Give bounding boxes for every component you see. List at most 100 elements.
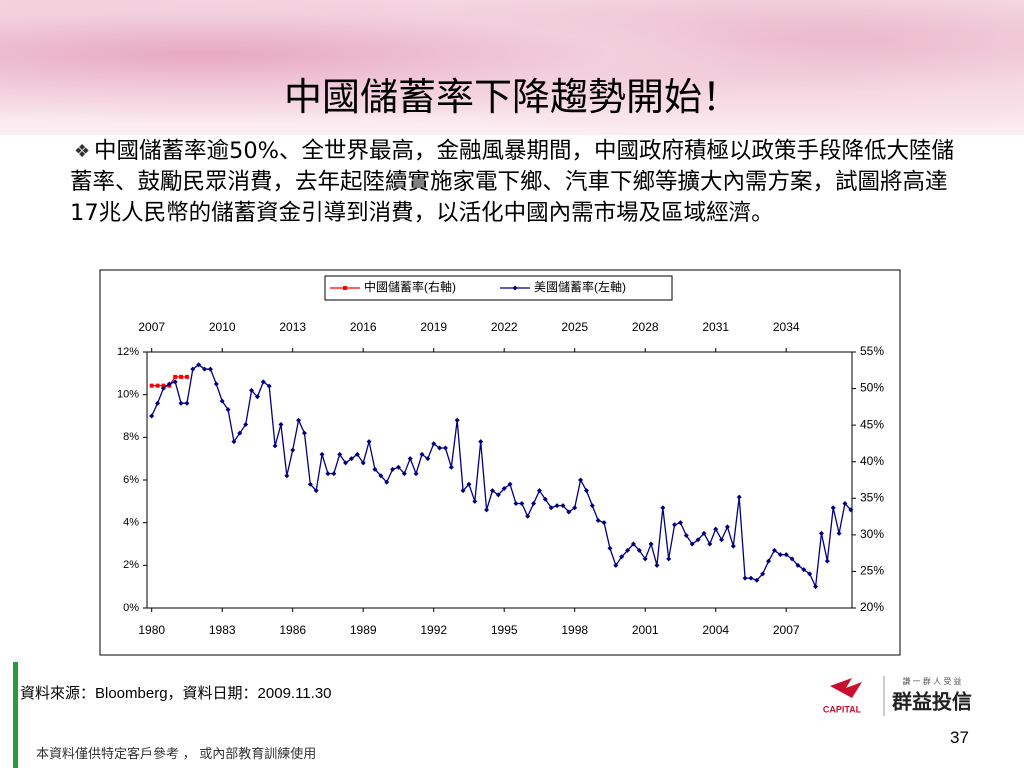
data-point [149, 383, 154, 388]
data-point [184, 374, 189, 379]
data-point [202, 366, 208, 372]
data-point [848, 507, 854, 513]
data-point [207, 366, 213, 372]
data-point [719, 537, 725, 543]
y-tick-label: 6% [123, 474, 139, 486]
x2-tick-label: 2025 [561, 320, 588, 334]
data-point [149, 413, 155, 419]
data-point [801, 567, 807, 573]
data-point [437, 445, 443, 451]
data-point [613, 562, 619, 568]
data-point [372, 466, 378, 472]
y2-tick-label: 25% [860, 564, 884, 578]
data-point [531, 500, 537, 506]
data-point [578, 477, 584, 483]
data-point [512, 285, 518, 291]
x-tick-label: 1992 [420, 623, 447, 637]
data-point [478, 439, 484, 445]
x2-tick-label: 2019 [420, 320, 447, 334]
x2-tick-label: 2031 [702, 320, 729, 334]
data-point [677, 520, 683, 526]
data-point [401, 471, 407, 477]
banner [0, 0, 1024, 135]
data-point [707, 541, 713, 547]
data-point [343, 460, 349, 466]
x-tick-label: 1980 [138, 623, 165, 637]
x2-tick-label: 2034 [773, 320, 800, 334]
body-text: 中國儲蓄率逾50%、全世界最高，金融風暴期間，中國政府積極以政策手段降低大陸儲蓄… [70, 138, 955, 226]
data-point [507, 481, 513, 487]
x-tick-label: 2007 [773, 623, 800, 637]
data-point [484, 507, 490, 513]
data-point [360, 460, 366, 466]
x-tick-label: 1983 [209, 623, 236, 637]
legend-label: 美國儲蓄率(左軸) [534, 279, 626, 294]
legend-box [324, 275, 673, 301]
data-point [595, 518, 601, 524]
data-point [325, 471, 331, 477]
data-point [290, 447, 296, 453]
data-point [760, 571, 766, 577]
data-point [683, 532, 689, 538]
data-point [607, 545, 613, 551]
data-point [266, 383, 272, 389]
data-point [695, 537, 701, 543]
data-point [296, 417, 302, 423]
y2-tick-label: 20% [860, 600, 884, 614]
data-point [390, 466, 396, 472]
data-point [519, 500, 525, 506]
data-point [795, 562, 801, 568]
data-point [766, 558, 772, 564]
page-number: 37 [950, 728, 969, 747]
data-point [818, 530, 824, 536]
logo-brand: CAPITAL [823, 704, 862, 714]
data-point [666, 556, 672, 562]
data-point [378, 473, 384, 479]
x2-tick-label: 2022 [491, 320, 518, 334]
data-point [213, 381, 219, 387]
x2-tick-label: 2010 [209, 320, 236, 334]
data-point [442, 445, 448, 451]
data-point [419, 451, 425, 457]
logo: CAPITAL 謙 一 群 人 受 益 群益投信 [823, 676, 972, 716]
data-point [460, 488, 466, 494]
data-point [648, 541, 654, 547]
y2-tick-label: 30% [860, 527, 884, 541]
data-point [748, 575, 754, 581]
data-point [384, 479, 390, 485]
data-point [190, 366, 196, 372]
y-tick-label: 0% [123, 602, 139, 614]
data-point [824, 558, 830, 564]
data-point [625, 547, 631, 553]
data-point [160, 385, 166, 391]
data-point [742, 575, 748, 581]
data-point [472, 498, 478, 504]
x2-tick-label: 2016 [350, 320, 377, 334]
data-point [513, 500, 519, 506]
data-point [395, 464, 401, 470]
data-point [589, 503, 595, 509]
data-point [166, 381, 172, 387]
data-point [713, 526, 719, 532]
y2-tick-label: 55% [860, 344, 884, 358]
data-point [630, 541, 636, 547]
y2-tick-label: 45% [860, 417, 884, 431]
data-point [173, 374, 178, 379]
x-tick-label: 2001 [632, 623, 659, 637]
data-point [161, 383, 166, 388]
data-point [560, 503, 566, 509]
data-point [237, 430, 243, 436]
data-point [337, 451, 343, 457]
data-point [184, 400, 190, 406]
legend-label: 中國儲蓄率(右軸) [364, 279, 456, 294]
data-point [260, 379, 266, 385]
data-point [724, 524, 730, 530]
y2-tick-label: 40% [860, 454, 884, 468]
data-point [660, 505, 666, 511]
data-point [830, 505, 836, 511]
data-point [807, 571, 813, 577]
data-point [155, 400, 161, 406]
data-point [672, 522, 678, 528]
y-tick-label: 4% [123, 517, 139, 529]
